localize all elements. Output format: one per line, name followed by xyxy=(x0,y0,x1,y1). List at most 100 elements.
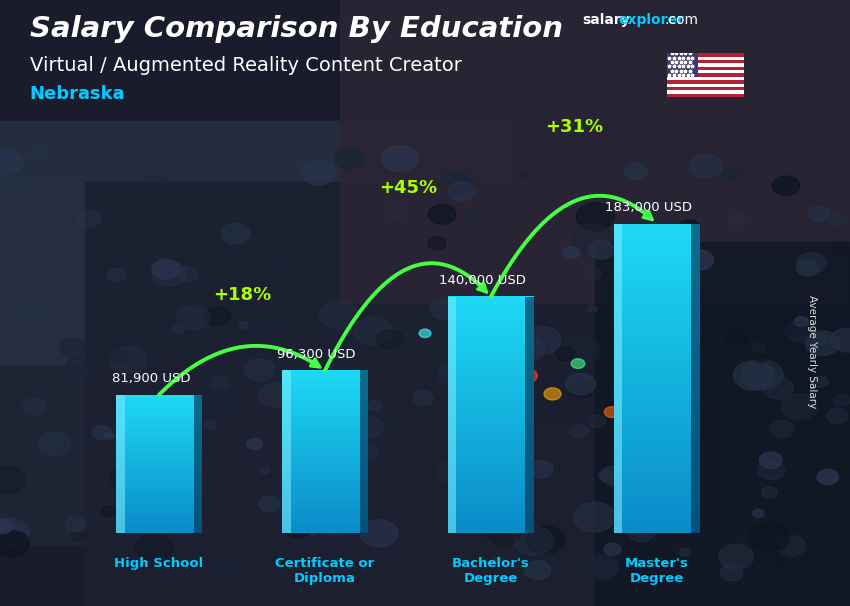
Bar xyxy=(448,379,534,382)
Circle shape xyxy=(548,245,559,253)
Circle shape xyxy=(258,496,280,511)
Bar xyxy=(282,466,368,468)
Circle shape xyxy=(529,461,553,478)
Circle shape xyxy=(239,322,248,328)
Bar xyxy=(667,60,744,64)
Bar xyxy=(282,527,368,529)
Circle shape xyxy=(173,326,184,334)
Circle shape xyxy=(311,374,333,390)
Bar xyxy=(448,344,534,347)
Bar xyxy=(614,243,700,247)
Bar xyxy=(691,224,700,533)
Bar xyxy=(116,448,202,450)
Circle shape xyxy=(570,425,588,438)
Bar xyxy=(448,305,534,308)
Circle shape xyxy=(544,388,561,400)
Bar xyxy=(116,412,202,414)
Bar xyxy=(282,488,368,490)
Circle shape xyxy=(566,373,595,395)
Bar xyxy=(614,367,700,371)
Text: .com: .com xyxy=(665,13,699,27)
Bar xyxy=(448,320,534,323)
Bar xyxy=(614,529,700,533)
Bar xyxy=(614,344,700,348)
Bar xyxy=(667,67,744,70)
Circle shape xyxy=(0,518,29,547)
Bar xyxy=(667,64,744,67)
Bar xyxy=(116,504,202,505)
Bar xyxy=(614,510,700,514)
Circle shape xyxy=(466,210,493,228)
Circle shape xyxy=(619,260,646,279)
Circle shape xyxy=(587,305,598,313)
Bar xyxy=(282,493,368,494)
Bar xyxy=(116,461,202,462)
Bar xyxy=(282,448,368,450)
Bar xyxy=(614,490,700,494)
Circle shape xyxy=(490,355,507,367)
Circle shape xyxy=(659,311,681,327)
Circle shape xyxy=(745,542,786,571)
Bar xyxy=(448,515,534,519)
Circle shape xyxy=(711,216,721,224)
Circle shape xyxy=(573,224,613,252)
Bar xyxy=(282,523,368,525)
Bar xyxy=(116,497,202,499)
Bar xyxy=(448,353,534,356)
Circle shape xyxy=(756,319,766,325)
Text: 81,900 USD: 81,900 USD xyxy=(111,373,190,385)
Circle shape xyxy=(776,535,805,556)
Bar xyxy=(614,394,700,398)
Circle shape xyxy=(628,381,647,395)
Bar xyxy=(282,468,368,470)
Circle shape xyxy=(354,317,393,345)
Bar xyxy=(282,525,368,527)
Bar xyxy=(116,530,202,531)
Bar xyxy=(448,400,534,403)
Circle shape xyxy=(301,160,336,185)
Bar xyxy=(116,467,202,469)
Bar xyxy=(282,388,368,391)
Bar xyxy=(116,443,202,445)
Bar xyxy=(116,395,125,533)
Bar xyxy=(116,511,202,513)
Bar xyxy=(667,80,744,84)
Bar xyxy=(282,419,368,421)
Bar xyxy=(116,405,202,407)
Circle shape xyxy=(310,449,326,460)
Text: Bachelor's
Degree: Bachelor's Degree xyxy=(452,557,530,585)
Bar xyxy=(116,424,202,426)
Circle shape xyxy=(598,470,613,481)
Text: 140,000 USD: 140,000 USD xyxy=(439,275,526,287)
Circle shape xyxy=(808,206,830,222)
Circle shape xyxy=(762,377,793,399)
Bar xyxy=(614,278,700,282)
Text: Certificate or
Diploma: Certificate or Diploma xyxy=(275,557,375,585)
Bar xyxy=(282,480,368,482)
Circle shape xyxy=(101,506,116,516)
Bar xyxy=(614,467,700,471)
Bar xyxy=(282,431,368,433)
Bar xyxy=(614,274,700,278)
Bar xyxy=(614,402,700,405)
Bar xyxy=(614,251,700,255)
Circle shape xyxy=(413,391,434,405)
Bar xyxy=(116,421,202,422)
Bar xyxy=(448,462,534,465)
Bar xyxy=(282,399,368,401)
Bar xyxy=(116,523,202,525)
Bar xyxy=(116,410,202,412)
Bar xyxy=(282,379,368,381)
Bar xyxy=(282,436,368,438)
Bar xyxy=(116,525,202,527)
Bar xyxy=(614,308,700,313)
Text: 183,000 USD: 183,000 USD xyxy=(605,202,692,215)
Bar xyxy=(282,456,368,458)
Bar xyxy=(595,242,850,606)
Bar xyxy=(116,407,202,408)
Bar xyxy=(614,452,700,456)
Bar xyxy=(614,479,700,483)
Bar xyxy=(448,299,534,302)
Circle shape xyxy=(752,510,764,518)
Bar xyxy=(614,359,700,363)
